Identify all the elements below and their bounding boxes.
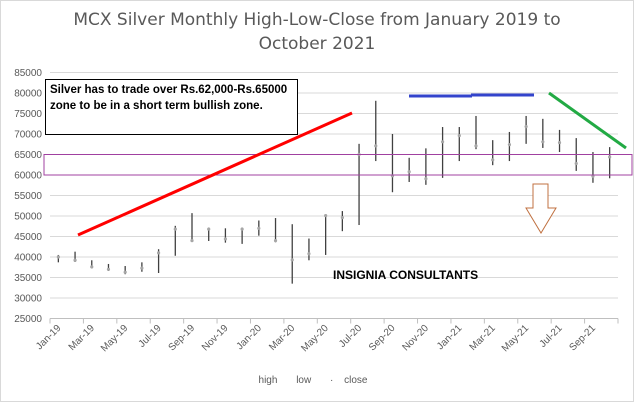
- downtrend-line: [548, 91, 627, 150]
- close-point: [557, 141, 562, 145]
- x-tick-label: Sep-20: [367, 323, 398, 354]
- close-point: [374, 144, 378, 148]
- chart-title: MCX Silver Monthly High-Low-Close from J…: [0, 8, 634, 56]
- close-point: [507, 143, 512, 147]
- x-tick-label: Jan-20: [235, 323, 265, 353]
- close-point: [457, 134, 461, 138]
- x-tick-label: Jul-20: [337, 323, 364, 350]
- close-point: [73, 258, 77, 262]
- close-point: [324, 213, 328, 218]
- down-arrow-icon: [525, 183, 557, 234]
- close-point: [608, 155, 612, 159]
- close-point: [407, 170, 411, 174]
- x-tick-label: Sep-19: [167, 323, 198, 354]
- bullish-zone-box: [43, 154, 633, 176]
- x-tick-label: May-19: [99, 323, 131, 355]
- legend-close-label: close: [344, 375, 368, 386]
- close-point: [156, 251, 161, 255]
- close-point: [574, 161, 578, 166]
- close-point: [190, 239, 194, 243]
- x-tick-label: Jan-19: [34, 323, 64, 353]
- close-point: [491, 158, 495, 162]
- x-tick-label: Nov-20: [400, 323, 431, 354]
- x-tick-label: May-21: [500, 323, 532, 355]
- y-tick-label: 25000: [14, 314, 42, 325]
- close-point: [56, 255, 60, 259]
- y-tick-label: 35000: [14, 273, 42, 284]
- y-tick-label: 60000: [14, 171, 42, 182]
- y-tick-label: 80000: [14, 89, 42, 100]
- title-line-1: MCX Silver Monthly High-Low-Close from J…: [73, 10, 561, 30]
- x-tick-label: May-20: [299, 323, 331, 355]
- close-point: [223, 237, 228, 241]
- uptrend-line: [77, 111, 353, 237]
- annotation-note: Silver has to trade over Rs.62,000-Rs.65…: [45, 79, 298, 135]
- y-tick-label: 40000: [14, 253, 42, 264]
- legend-high: high: [258, 375, 278, 386]
- close-point: [273, 239, 278, 243]
- legend: high low · close: [0, 375, 634, 386]
- x-tick-label: Sep-21: [567, 323, 598, 354]
- x-tick-label: Mar-19: [67, 323, 97, 353]
- watermark-text: INSIGNIA CONSULTANTS: [333, 268, 479, 282]
- close-point: [90, 265, 94, 269]
- y-tick-label: 65000: [14, 150, 42, 161]
- y-tick-label: 70000: [14, 130, 42, 141]
- y-tick-label: 75000: [14, 109, 42, 120]
- y-tick-label: 85000: [14, 68, 42, 79]
- close-point: [290, 258, 294, 262]
- close-point: [307, 252, 311, 256]
- y-tick-label: 30000: [14, 294, 42, 305]
- x-tick-label: Mar-20: [267, 323, 297, 353]
- y-tick-label: 55000: [14, 191, 42, 202]
- close-point: [524, 125, 528, 129]
- close-point: [340, 216, 344, 220]
- close-point: [123, 270, 127, 274]
- legend-close: · close: [330, 375, 368, 386]
- close-point: [440, 140, 445, 144]
- legend-low: low: [296, 375, 312, 386]
- close-point: [106, 267, 111, 271]
- x-tick-label: Jul-19: [137, 323, 164, 350]
- close-point: [240, 227, 244, 231]
- close-point: [173, 227, 177, 231]
- close-point: [474, 144, 478, 148]
- close-point: [140, 266, 144, 270]
- y-tick-label: 50000: [14, 212, 42, 223]
- title-line-2: October 2021: [258, 34, 376, 54]
- close-point: [541, 140, 545, 144]
- x-tick-label: Nov-19: [200, 323, 231, 354]
- close-point: [207, 227, 211, 231]
- x-tick-label: Mar-21: [468, 323, 498, 353]
- y-tick-label: 45000: [14, 232, 42, 243]
- x-tick-label: Jul-21: [538, 323, 565, 350]
- close-point: [424, 177, 428, 181]
- close-point: [257, 226, 261, 230]
- x-tick-label: Jan-21: [435, 323, 465, 353]
